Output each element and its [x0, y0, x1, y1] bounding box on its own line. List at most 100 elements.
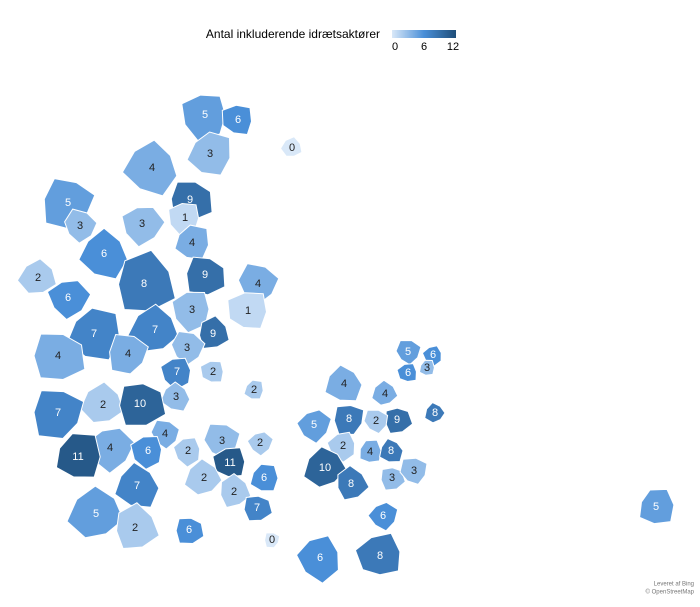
region: [121, 139, 178, 197]
region-label: 6: [235, 114, 241, 126]
region: [183, 458, 223, 496]
legend-gradient: [392, 30, 456, 38]
region-label: 2: [201, 472, 207, 484]
region: [33, 333, 86, 381]
region-label: 7: [152, 324, 158, 336]
region-label: 4: [55, 350, 61, 362]
region-label: 6: [101, 248, 107, 260]
region-label: 9: [202, 269, 208, 281]
region: [220, 472, 252, 509]
region-label: 8: [377, 550, 383, 562]
region-label: 4: [149, 162, 155, 174]
region: [295, 535, 339, 584]
region-label: 10: [319, 462, 331, 474]
region: [55, 433, 101, 478]
region-label: 4: [125, 348, 131, 360]
region-label: 7: [174, 366, 180, 378]
region-label: 2: [251, 384, 257, 396]
region-label: 6: [145, 445, 151, 457]
region-label: 9: [394, 414, 400, 426]
region: [384, 407, 414, 434]
region-label: 2: [231, 486, 237, 498]
region-label: 6: [380, 510, 386, 522]
region: [221, 104, 253, 136]
region-label: 6: [405, 367, 411, 379]
region: [130, 435, 163, 470]
region: [227, 292, 268, 329]
region: [395, 340, 422, 366]
region: [160, 357, 192, 391]
region: [367, 501, 399, 532]
region-label: 8: [388, 445, 394, 457]
region: [159, 381, 191, 412]
region: [418, 359, 435, 376]
region-label: 2: [257, 437, 263, 449]
region-label: 4: [255, 278, 261, 290]
region-label: 2: [210, 366, 216, 378]
region-label: 5: [65, 197, 71, 209]
legend-title: Antal inkluderende idrætsaktører: [206, 27, 380, 41]
region: [363, 409, 389, 435]
region: [243, 379, 264, 400]
region: [186, 131, 231, 176]
region: [246, 431, 274, 457]
region-label: 6: [430, 349, 436, 361]
region-label: 2: [340, 440, 346, 452]
regions: [16, 94, 675, 584]
region: [171, 291, 210, 334]
region: [296, 409, 332, 444]
region-label: 8: [141, 278, 147, 290]
region-label: 2: [35, 272, 41, 284]
region-label: 5: [93, 508, 99, 520]
region-label: 10: [134, 398, 146, 410]
region-label: 3: [77, 220, 83, 232]
region-label: 4: [341, 378, 347, 390]
region-label: 2: [100, 399, 106, 411]
region: [186, 256, 226, 296]
region-label: 3: [173, 391, 179, 403]
legend-tick-label: 6: [421, 41, 427, 53]
region: [212, 447, 246, 478]
region: [121, 206, 166, 248]
region: [46, 280, 92, 321]
region-label: 6: [317, 552, 323, 564]
region: [115, 502, 160, 550]
region-label: 7: [254, 502, 260, 514]
region-label: 6: [65, 292, 71, 304]
region: [198, 315, 230, 349]
region-label: 2: [132, 522, 138, 534]
region-label: 8: [346, 413, 352, 425]
region-label: 3: [411, 465, 417, 477]
region: [78, 227, 128, 280]
region: [371, 379, 399, 406]
region: [249, 463, 279, 492]
legend-tick-label: 12: [447, 41, 459, 53]
region-label: 3: [207, 148, 213, 160]
region: [175, 517, 205, 545]
region: [243, 495, 273, 522]
region-label: 3: [184, 342, 190, 354]
region: [264, 532, 281, 549]
region: [424, 401, 446, 424]
region: [333, 404, 365, 436]
region-label: 4: [189, 237, 195, 249]
region-label: 7: [134, 480, 140, 492]
region-label: 1: [245, 305, 251, 317]
region-label: 4: [382, 388, 388, 400]
region-label: 6: [261, 472, 267, 484]
region-label: 3: [139, 218, 145, 230]
region-label: 5: [202, 109, 208, 121]
region: [354, 532, 401, 576]
region-label: 9: [210, 328, 216, 340]
region: [379, 437, 404, 463]
region-label: 5: [311, 419, 317, 431]
region: [109, 333, 149, 375]
region: [172, 437, 201, 468]
region: [119, 383, 167, 426]
region: [324, 364, 363, 402]
region: [399, 457, 428, 485]
region: [396, 363, 417, 383]
region: [174, 224, 210, 261]
region: [79, 381, 125, 424]
